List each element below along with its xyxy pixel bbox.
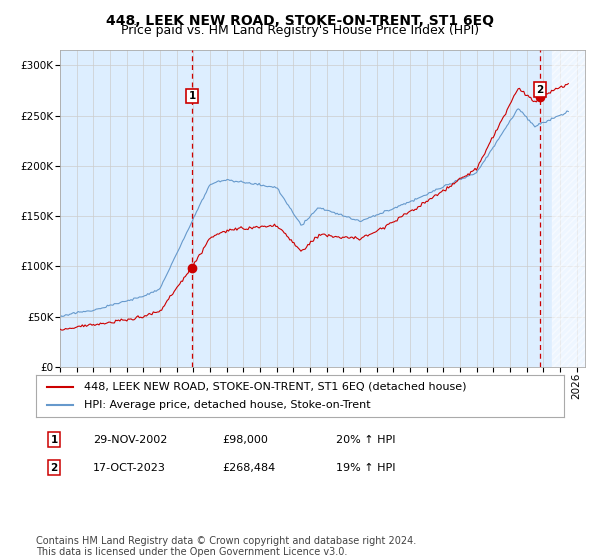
Text: £268,484: £268,484 — [222, 463, 275, 473]
Text: 2: 2 — [50, 463, 58, 473]
Text: HPI: Average price, detached house, Stoke-on-Trent: HPI: Average price, detached house, Stok… — [83, 400, 370, 410]
Text: 448, LEEK NEW ROAD, STOKE-ON-TRENT, ST1 6EQ (detached house): 448, LEEK NEW ROAD, STOKE-ON-TRENT, ST1 … — [83, 382, 466, 392]
Bar — [551, 50, 585, 367]
Text: 1: 1 — [50, 435, 58, 445]
Text: 2: 2 — [536, 85, 544, 95]
Text: 1: 1 — [188, 91, 196, 101]
Text: 29-NOV-2002: 29-NOV-2002 — [93, 435, 167, 445]
Text: 20% ↑ HPI: 20% ↑ HPI — [336, 435, 395, 445]
Text: 19% ↑ HPI: 19% ↑ HPI — [336, 463, 395, 473]
Text: £98,000: £98,000 — [222, 435, 268, 445]
Text: Price paid vs. HM Land Registry's House Price Index (HPI): Price paid vs. HM Land Registry's House … — [121, 24, 479, 37]
Text: 17-OCT-2023: 17-OCT-2023 — [93, 463, 166, 473]
Text: 448, LEEK NEW ROAD, STOKE-ON-TRENT, ST1 6EQ: 448, LEEK NEW ROAD, STOKE-ON-TRENT, ST1 … — [106, 14, 494, 28]
Text: Contains HM Land Registry data © Crown copyright and database right 2024.
This d: Contains HM Land Registry data © Crown c… — [36, 535, 416, 557]
